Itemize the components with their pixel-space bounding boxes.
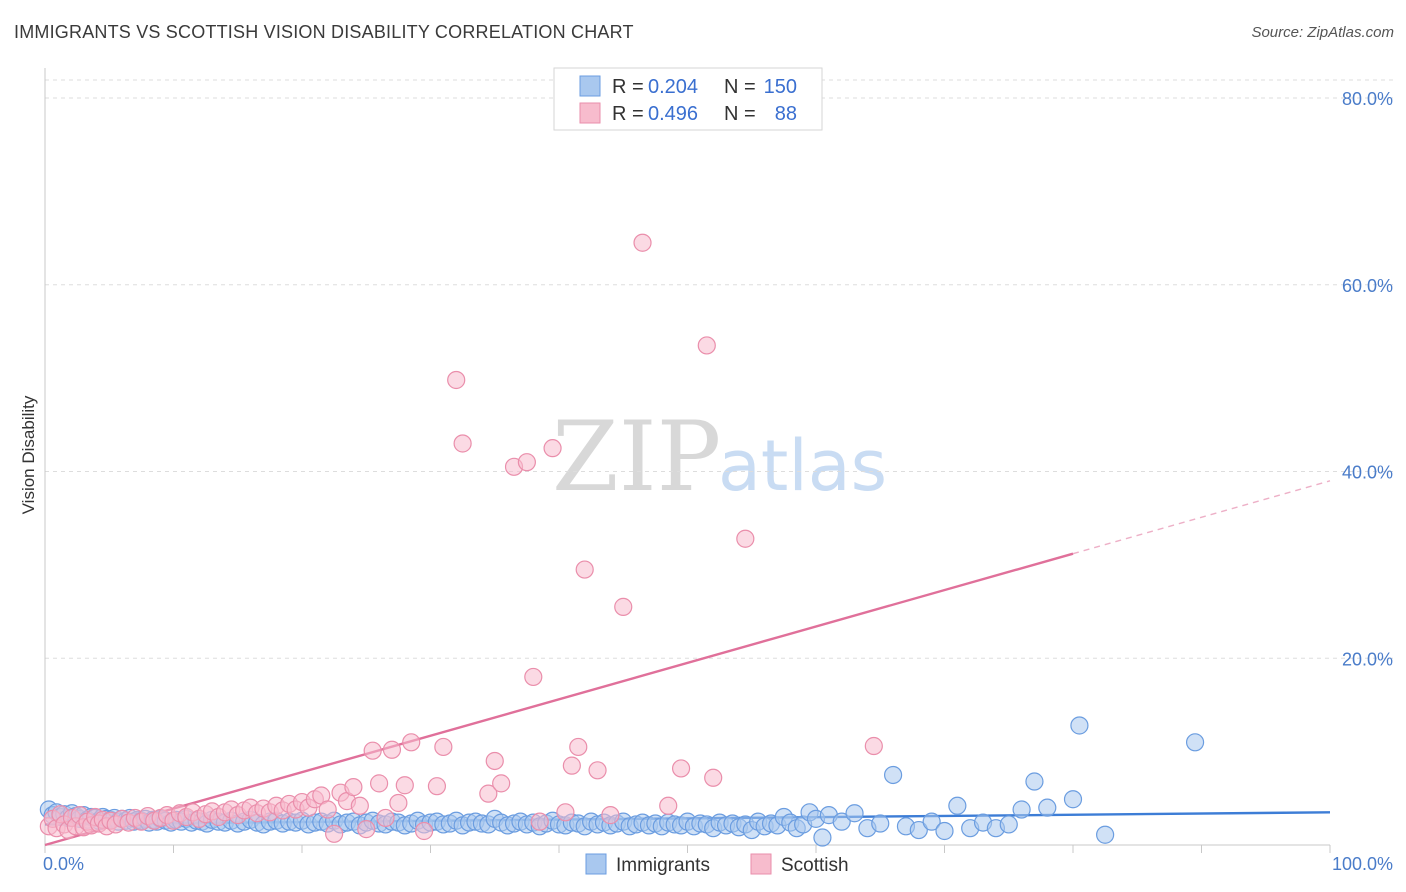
- scottish-point-80: [575, 560, 594, 579]
- trend-line-scottish: [44, 552, 1074, 847]
- scottish-point-70: [485, 751, 504, 771]
- bottom-legend-label-immigrants: Immigrants: [616, 855, 710, 876]
- legend-n-label-immigrants: N =: [724, 76, 756, 98]
- scottish-point-79: [569, 737, 588, 757]
- x-tick-labels: 0.0% 100.0%: [43, 854, 1393, 874]
- scottish-point-84: [633, 233, 652, 252]
- legend-r-value-scottish: 0.496: [648, 103, 698, 125]
- scottish-point-63: [402, 733, 421, 752]
- gridlines: [45, 79, 1393, 659]
- scottish-point-77: [556, 803, 575, 822]
- immigrants-point-151: [1025, 772, 1044, 791]
- scottish-point-60: [382, 740, 402, 759]
- immigrants-point-134: [813, 828, 832, 847]
- scottish-point-69: [479, 784, 498, 803]
- scottish-point-78: [562, 756, 581, 775]
- scottish-point-59: [376, 808, 395, 828]
- y-tick-label-1: 60.0%: [1342, 276, 1393, 296]
- immigrants-point-149: [999, 815, 1018, 834]
- scottish-point-65: [427, 777, 447, 796]
- source-label: Source: ZipAtlas.com: [1251, 24, 1394, 41]
- trend-lines: [44, 480, 1331, 847]
- bottom-legend-swatch-scottish: [750, 853, 772, 875]
- immigrants-point-140: [883, 765, 903, 785]
- immigrants-point-156: [1185, 733, 1205, 752]
- immigrants-point-142: [909, 820, 928, 840]
- scottish-point-74: [524, 667, 543, 687]
- x-tick-label-0: 0.0%: [43, 854, 84, 874]
- immigrants-point-136: [832, 812, 851, 831]
- legend-n-label-scottish: N =: [724, 103, 756, 125]
- scottish-point-71: [492, 774, 511, 793]
- scottish-point-56: [357, 820, 376, 839]
- scottish-point-82: [601, 806, 620, 825]
- x-tick-label-1: 100.0%: [1332, 854, 1393, 874]
- scottish-point-61: [389, 793, 408, 813]
- scottish-point-67: [447, 370, 466, 390]
- bottom-legend-swatch-immigrants: [585, 853, 607, 875]
- axes: [44, 68, 1331, 853]
- y-axis-label: Vision Disability: [19, 395, 38, 514]
- immigrants-point-150: [1012, 800, 1031, 819]
- bottom-legend: Immigrants Scottish: [585, 853, 849, 876]
- immigrants-point-145: [948, 796, 967, 815]
- watermark-zip: ZIP: [552, 401, 721, 513]
- y-tick-label-3: 20.0%: [1342, 649, 1393, 669]
- scottish-point-81: [588, 761, 607, 780]
- legend-r-value-immigrants: 0.204: [648, 76, 698, 98]
- immigrants-point-144: [935, 821, 954, 841]
- legend-swatch-scottish: [579, 102, 601, 124]
- scottish-point-51: [325, 824, 344, 843]
- scottish-point-50: [318, 800, 337, 819]
- immigrants-point-139: [871, 814, 890, 833]
- scottish-point-90: [864, 736, 883, 756]
- scottish-point-73: [517, 453, 536, 472]
- top-legend: R = 0.204 N = 150 R = 0.496 N = 88: [553, 67, 823, 131]
- scottish-point-55: [350, 796, 369, 815]
- scottish-point-88: [704, 768, 723, 787]
- immigrants-point-137: [845, 804, 864, 823]
- watermark-atlas: atlas: [718, 425, 887, 507]
- series-immigrants: [39, 716, 1205, 847]
- y-tick-labels: 80.0% 60.0% 40.0% 20.0%: [1342, 89, 1393, 669]
- scottish-point-66: [434, 737, 453, 757]
- series-scottish: [39, 233, 883, 843]
- y-tick-label-2: 40.0%: [1342, 463, 1393, 483]
- immigrants-point-152: [1038, 798, 1057, 817]
- legend-n-value-scottish: 88: [775, 103, 797, 125]
- scottish-point-83: [614, 597, 633, 616]
- scottish-point-86: [671, 759, 691, 778]
- y-tick-label-0: 80.0%: [1342, 89, 1393, 109]
- legend-swatch-immigrants: [579, 75, 601, 97]
- scottish-point-89: [736, 529, 755, 548]
- scottish-point-68: [453, 434, 472, 453]
- bottom-legend-label-scottish: Scottish: [781, 855, 849, 876]
- legend-n-value-immigrants: 150: [764, 76, 797, 98]
- scottish-point-58: [370, 774, 389, 793]
- scottish-point-64: [414, 821, 434, 841]
- scottish-point-76: [543, 439, 562, 458]
- scottish-point-62: [395, 776, 414, 795]
- chart-title: IMMIGRANTS VS SCOTTISH VISION DISABILITY…: [14, 22, 634, 42]
- scottish-point-75: [530, 812, 549, 831]
- immigrants-point-154: [1070, 716, 1089, 735]
- scottish-point-57: [363, 741, 382, 760]
- legend-r-label-scottish: R =: [612, 103, 644, 125]
- trend-line-scottish-dashed: [1072, 480, 1331, 555]
- scottish-point-85: [659, 796, 678, 815]
- immigrants-point-155: [1096, 825, 1115, 844]
- immigrants-point-143: [922, 812, 941, 831]
- scottish-point-54: [344, 778, 363, 797]
- data-points: [39, 233, 1205, 847]
- watermark: ZIP atlas: [552, 401, 887, 513]
- legend-r-label-immigrants: R =: [612, 76, 644, 98]
- immigrants-point-153: [1063, 790, 1083, 809]
- scottish-point-87: [697, 336, 716, 355]
